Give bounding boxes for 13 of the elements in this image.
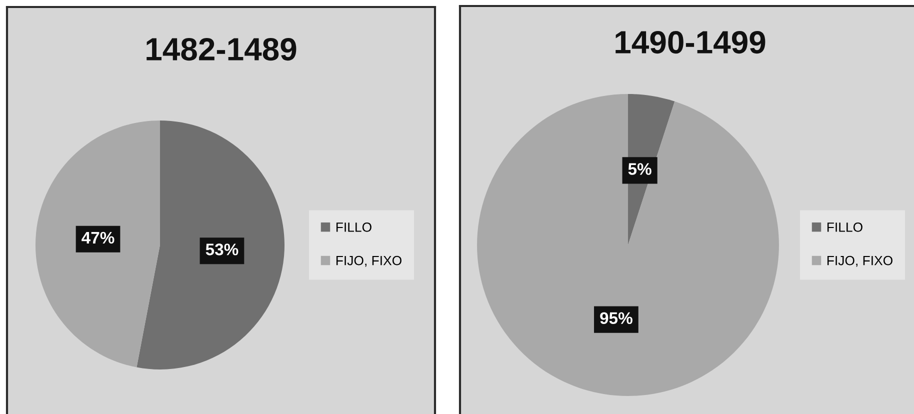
legend-label: FIJO, FIXO [827, 256, 892, 267]
chart-title: 1482-1489 [146, 38, 296, 61]
data-label: 47% [82, 232, 114, 244]
legend-label: FIJO, FIXO [336, 256, 402, 267]
data-label: 5% [628, 163, 652, 175]
pie-slice [477, 94, 779, 396]
pie-slice [36, 120, 160, 368]
legend-label: FILLO [827, 222, 862, 232]
data-label: 95% [600, 312, 632, 324]
data-label: 53% [206, 244, 238, 256]
chart-title: 1490-1499 [616, 30, 766, 54]
pie-slice [136, 120, 285, 370]
legend-label: FILLO [336, 222, 372, 232]
